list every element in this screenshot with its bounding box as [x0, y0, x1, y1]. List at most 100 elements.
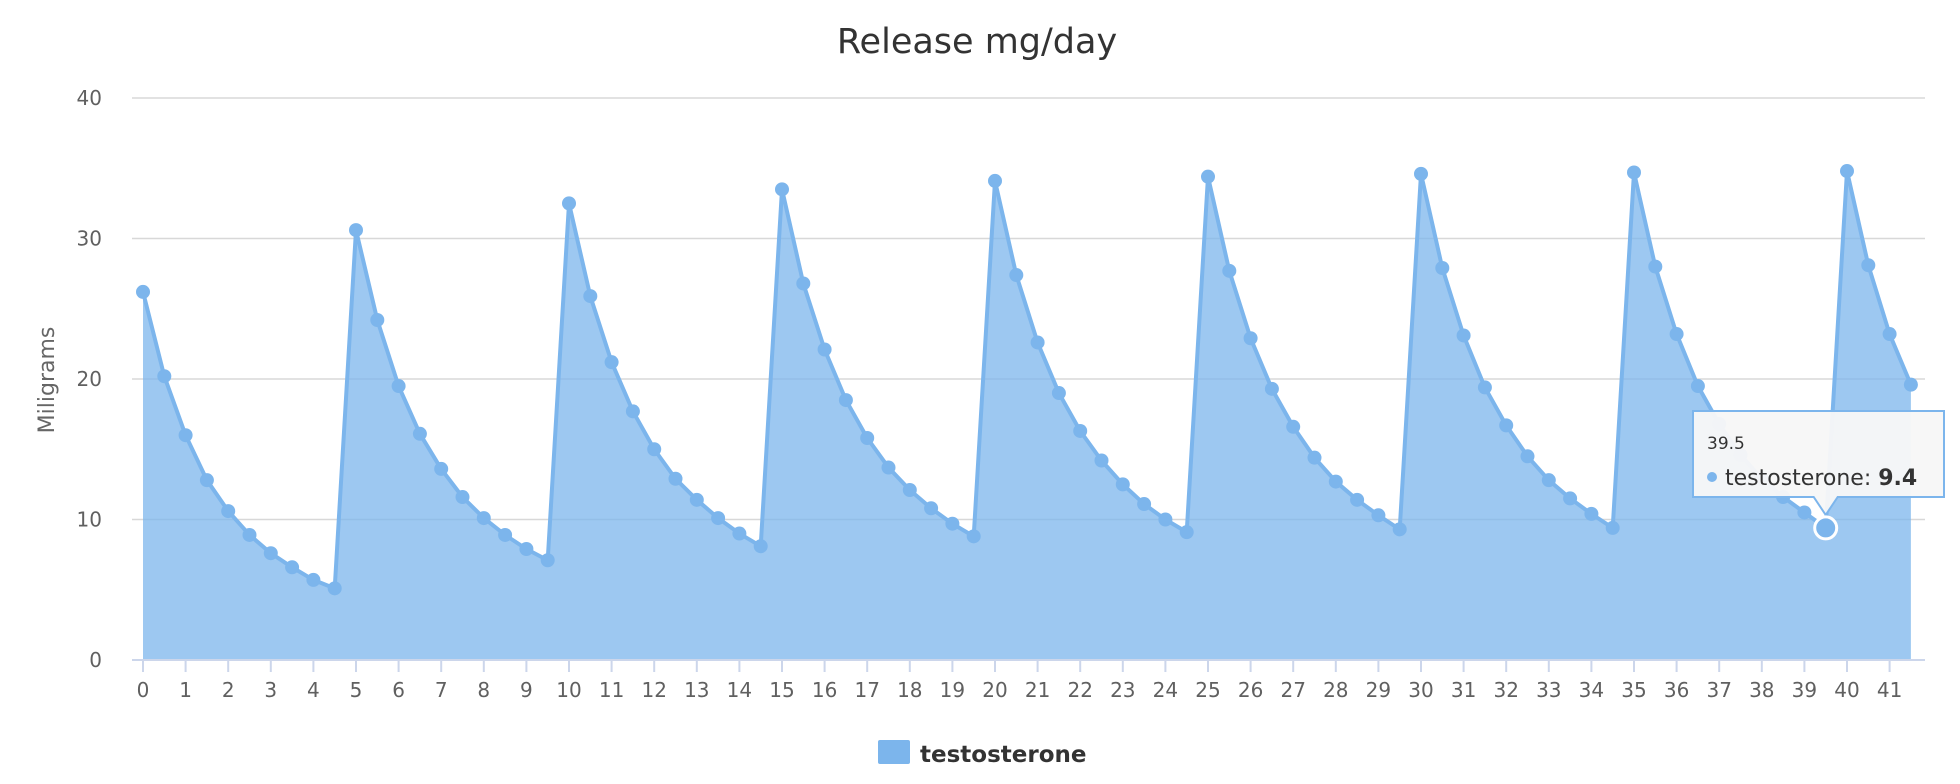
data-point[interactable] — [519, 542, 534, 557]
data-point[interactable] — [1563, 491, 1578, 506]
y-axis-title: Miligrams — [35, 327, 60, 434]
data-point[interactable] — [157, 369, 172, 384]
data-point[interactable] — [1541, 473, 1556, 488]
data-point[interactable] — [1648, 259, 1663, 274]
data-point[interactable] — [604, 355, 619, 370]
data-point[interactable] — [1073, 423, 1088, 438]
data-point[interactable] — [1690, 379, 1705, 394]
x-tick-label: 31 — [1451, 678, 1476, 702]
data-point[interactable] — [966, 529, 981, 544]
data-point[interactable] — [1307, 450, 1322, 465]
data-point[interactable] — [1605, 520, 1620, 535]
data-point[interactable] — [562, 196, 576, 211]
data-point[interactable] — [1882, 327, 1897, 342]
data-point[interactable] — [1094, 453, 1109, 468]
data-point[interactable] — [775, 182, 789, 197]
data-point[interactable] — [199, 473, 214, 488]
data-point[interactable] — [1392, 522, 1407, 537]
data-point[interactable] — [540, 553, 555, 568]
data-point[interactable] — [796, 276, 811, 291]
x-tick-label: 36 — [1664, 678, 1689, 702]
series-testosterone — [136, 164, 1918, 660]
data-point[interactable] — [1797, 505, 1812, 520]
data-point[interactable] — [285, 560, 300, 575]
data-point[interactable] — [689, 492, 704, 507]
tooltip-value: 9.4 — [1878, 466, 1917, 491]
data-point[interactable] — [988, 173, 1002, 188]
data-point[interactable] — [263, 546, 278, 561]
data-point[interactable] — [1861, 258, 1876, 273]
x-tick-label: 32 — [1493, 678, 1518, 702]
data-point[interactable] — [306, 572, 321, 587]
series-area — [143, 171, 1911, 660]
legend[interactable]: testosterone — [878, 740, 1086, 768]
data-point[interactable] — [1456, 328, 1471, 343]
data-point[interactable] — [1499, 418, 1514, 433]
data-point[interactable] — [647, 442, 662, 457]
x-tick-label: 18 — [897, 678, 922, 702]
data-point[interactable] — [498, 527, 513, 542]
x-tick-label: 2 — [222, 678, 235, 702]
data-point[interactable] — [732, 526, 747, 541]
data-point[interactable] — [1477, 380, 1492, 395]
data-point[interactable] — [434, 461, 449, 476]
data-point[interactable] — [1009, 268, 1024, 283]
data-point[interactable] — [1286, 419, 1301, 434]
data-point[interactable] — [1414, 166, 1428, 181]
data-point[interactable] — [1201, 169, 1215, 184]
data-point[interactable] — [1520, 449, 1535, 464]
data-point[interactable] — [327, 581, 342, 596]
data-point[interactable] — [1243, 331, 1258, 346]
legend-swatch-testosterone[interactable] — [878, 740, 910, 764]
data-point[interactable] — [1115, 477, 1130, 492]
data-point[interactable] — [391, 379, 406, 394]
data-point[interactable] — [1222, 263, 1237, 278]
data-point[interactable] — [1903, 377, 1918, 392]
data-point[interactable] — [625, 404, 640, 419]
data-point[interactable] — [711, 511, 726, 526]
hovered-point[interactable] — [1813, 515, 1839, 541]
data-point[interactable] — [476, 511, 491, 526]
data-point[interactable] — [1627, 165, 1641, 180]
data-point[interactable] — [136, 284, 150, 299]
data-point[interactable] — [455, 490, 470, 505]
data-point[interactable] — [1051, 386, 1066, 401]
data-point[interactable] — [1158, 512, 1173, 527]
data-point[interactable] — [1371, 508, 1386, 523]
x-tick-label: 3 — [264, 678, 277, 702]
data-point[interactable] — [178, 428, 193, 443]
tooltip-series-name: testosterone — [1725, 466, 1864, 491]
x-tick-label: 28 — [1323, 678, 1348, 702]
data-point[interactable] — [370, 312, 385, 327]
x-tick-label: 15 — [769, 678, 794, 702]
tooltip-series-line: testosterone: 9.4 — [1725, 466, 1917, 491]
data-point[interactable] — [221, 504, 236, 519]
data-point[interactable] — [945, 516, 960, 531]
x-tick-label: 33 — [1536, 678, 1561, 702]
data-point[interactable] — [838, 393, 853, 408]
legend-label-testosterone[interactable]: testosterone — [920, 742, 1086, 768]
data-point[interactable] — [1179, 525, 1194, 540]
data-point[interactable] — [1584, 506, 1599, 521]
data-point[interactable] — [881, 460, 896, 475]
data-point[interactable] — [1840, 164, 1854, 179]
data-point[interactable] — [1350, 492, 1365, 507]
data-point[interactable] — [902, 482, 917, 497]
data-point[interactable] — [583, 289, 598, 304]
data-point[interactable] — [349, 223, 363, 238]
data-point[interactable] — [1030, 335, 1045, 350]
data-point[interactable] — [860, 431, 875, 446]
data-point[interactable] — [753, 539, 768, 554]
x-tick-label: 10 — [556, 678, 581, 702]
data-point[interactable] — [924, 501, 939, 516]
data-point[interactable] — [668, 471, 683, 486]
data-point[interactable] — [1328, 474, 1343, 489]
data-point[interactable] — [817, 342, 832, 357]
data-point[interactable] — [1669, 327, 1684, 342]
data-point[interactable] — [1137, 497, 1152, 512]
data-point[interactable] — [1264, 381, 1279, 396]
data-point[interactable] — [1435, 261, 1450, 276]
data-point[interactable] — [412, 426, 427, 441]
data-point[interactable] — [242, 527, 257, 542]
